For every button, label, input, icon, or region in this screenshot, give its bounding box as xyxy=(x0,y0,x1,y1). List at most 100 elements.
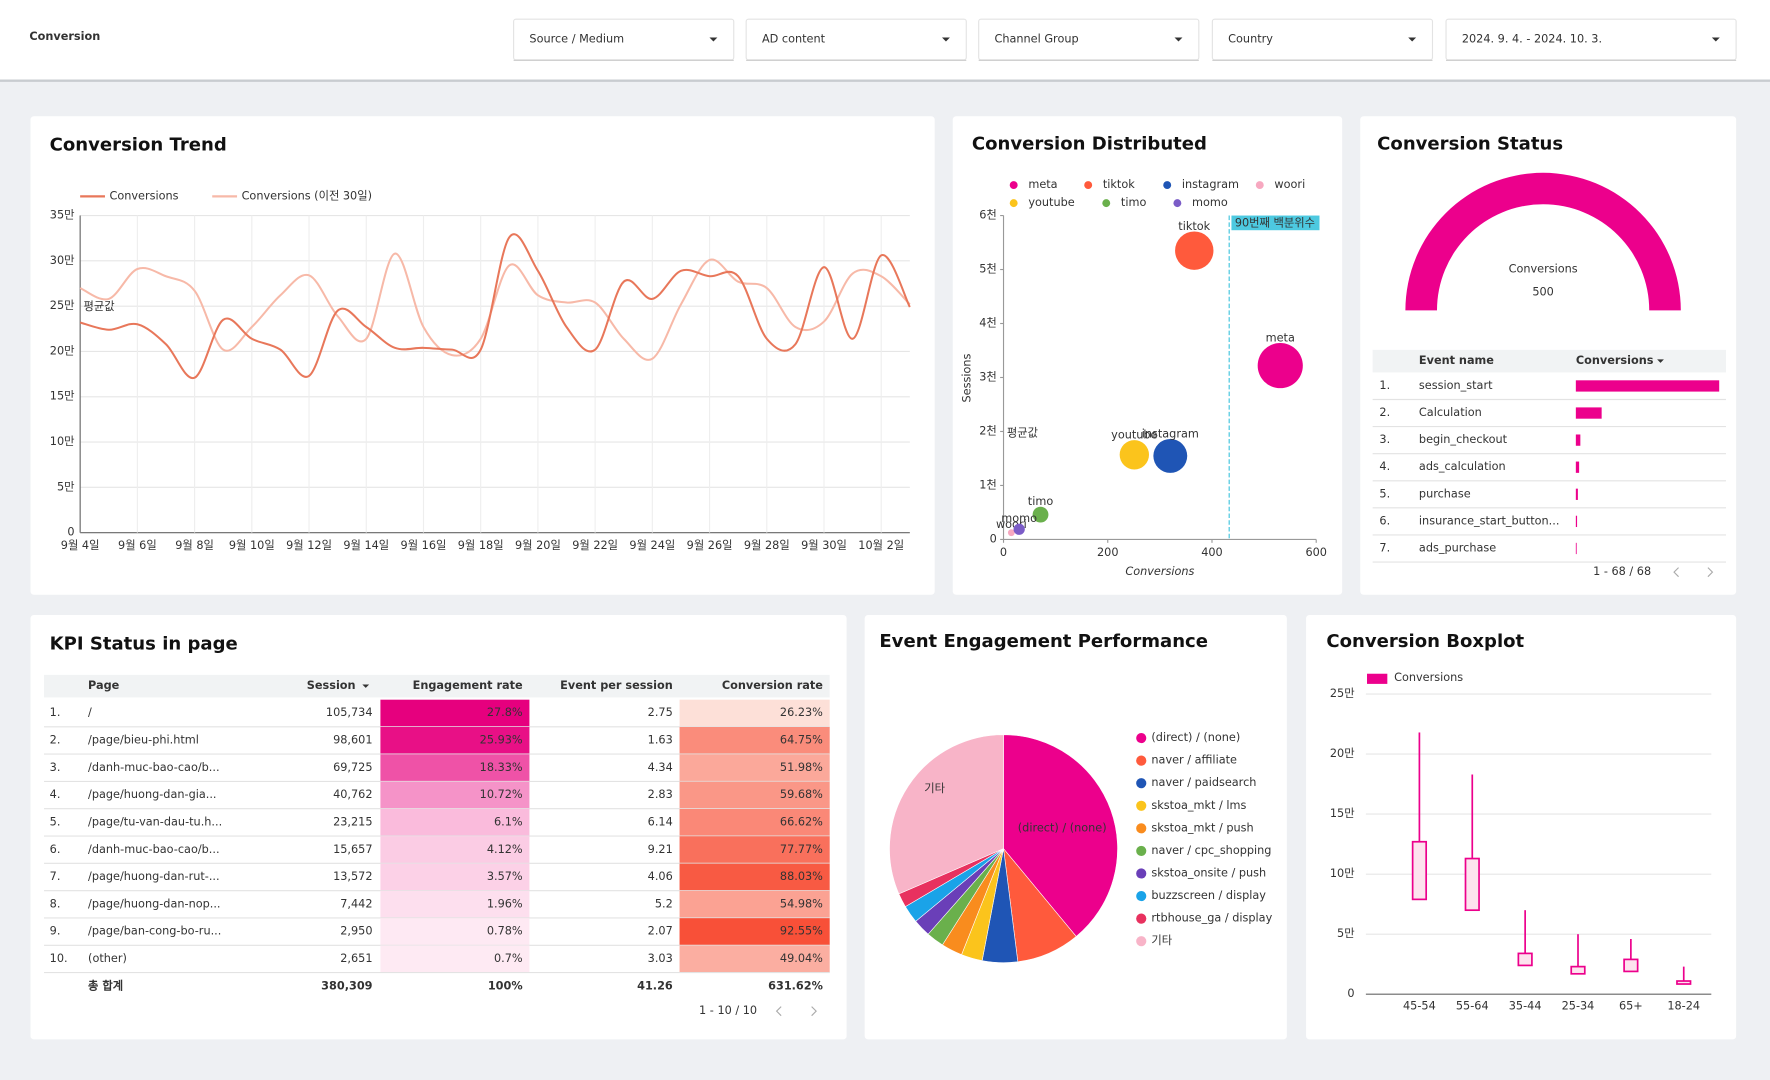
table-cell: /page/ban-cong-bo-ru... xyxy=(88,925,221,938)
table-cell: 2. xyxy=(50,734,61,747)
row-name: session_start xyxy=(1419,379,1493,392)
slice-label: (direct) / (none) xyxy=(1018,821,1107,834)
legend-label: tiktok xyxy=(1103,178,1135,191)
table-cell: 69,725 xyxy=(333,761,372,774)
table-cell: 3.57% xyxy=(487,870,523,883)
legend-label: skstoa_mkt / push xyxy=(1151,821,1253,834)
x-tick-label: 9월 10일 xyxy=(229,538,275,552)
table-cell: 10.72% xyxy=(480,788,523,801)
x-tick-label: 9월 18일 xyxy=(458,538,504,552)
dropdown-arrow xyxy=(1174,37,1183,42)
table-cell: 4.12% xyxy=(487,843,523,856)
x-tick-label: 9월 12일 xyxy=(286,538,332,552)
legend-label: skstoa_onsite / push xyxy=(1151,866,1266,879)
next-page[interactable] xyxy=(1707,567,1714,578)
bar xyxy=(1575,407,1602,419)
gauge-label: Conversions xyxy=(1509,263,1578,276)
legend-dot xyxy=(1136,755,1147,766)
y-tick-label: 4천 xyxy=(979,316,997,330)
pagination: 1 - 10 / 10 xyxy=(699,1004,757,1017)
legend-label: naver / cpc_shopping xyxy=(1151,844,1271,857)
y-tick-label: 10만 xyxy=(1330,867,1355,880)
legend-label: rtbhouse_ga / display xyxy=(1151,912,1272,925)
heat-cell xyxy=(380,863,530,891)
heat-cell xyxy=(679,726,830,755)
total-cell: 380,309 xyxy=(321,979,372,992)
y-tick-label: 6천 xyxy=(979,208,997,222)
table-cell: 7. xyxy=(50,870,61,883)
row-rank: 5. xyxy=(1379,487,1390,500)
table-cell: 92.55% xyxy=(780,925,823,938)
heat-cell xyxy=(380,808,530,837)
prev-page[interactable] xyxy=(775,1006,782,1017)
total-cell: 100% xyxy=(488,979,523,992)
heat-cell xyxy=(380,726,530,755)
legend-dot xyxy=(1009,181,1018,190)
total-cell: 41.26 xyxy=(637,979,673,992)
y-tick-label: 35만 xyxy=(50,209,75,222)
dropdown-arrow xyxy=(362,684,370,688)
table-cell: 7,442 xyxy=(340,897,372,910)
legend-label: (direct) / (none) xyxy=(1151,731,1240,744)
heat-cell xyxy=(380,781,530,809)
point-label: timo xyxy=(1028,495,1054,508)
column-header: Session xyxy=(307,679,356,692)
dropdown-arrow xyxy=(1711,37,1720,42)
chart-title: Conversion Distributed xyxy=(972,133,1207,154)
pie-slice xyxy=(889,734,1004,895)
column-header: Event per session xyxy=(560,679,673,692)
y-tick-label: 20만 xyxy=(1330,747,1355,760)
bubble xyxy=(1175,231,1214,270)
table-cell: /danh-muc-bao-cao/b... xyxy=(88,843,220,856)
legend-dot xyxy=(1255,181,1264,190)
row-rank: 7. xyxy=(1379,541,1390,554)
table-cell: 0.7% xyxy=(494,952,523,965)
legend-swatch xyxy=(1367,673,1388,684)
x-tick-label: 0 xyxy=(1000,546,1007,559)
y-axis-label: Sessions xyxy=(960,354,973,403)
point-label: youtube xyxy=(1111,429,1157,442)
table-cell: 2,651 xyxy=(340,952,372,965)
row-rank: 6. xyxy=(1379,514,1390,527)
legend-label: naver / paidsearch xyxy=(1151,776,1256,789)
table-cell: /page/tu-van-dau-tu.h... xyxy=(88,815,222,828)
column-header: Engagement rate xyxy=(413,679,523,692)
table-cell: 10. xyxy=(50,952,68,965)
heat-cell xyxy=(380,699,530,727)
bubble xyxy=(1257,343,1303,389)
row-rank: 4. xyxy=(1379,460,1390,473)
legend-dot xyxy=(1136,845,1147,856)
y-tick-label: 5만 xyxy=(57,480,75,493)
bubble xyxy=(1007,529,1015,537)
dropdown-arrow xyxy=(942,37,950,42)
x-tick-label: 45-54 xyxy=(1403,1000,1436,1013)
prev-page[interactable] xyxy=(1673,567,1679,578)
gauge-arc xyxy=(1405,172,1681,311)
table-cell: 3. xyxy=(50,761,61,774)
legend-dot xyxy=(1136,823,1147,834)
x-tick-label: 9월 30일 xyxy=(801,538,847,552)
x-tick-label: 10월 2일 xyxy=(858,538,904,552)
bubble xyxy=(1013,523,1025,535)
bar xyxy=(1575,461,1580,473)
table-cell: 9. xyxy=(50,925,61,938)
legend-dot xyxy=(1136,778,1147,789)
y-tick-label: 15만 xyxy=(1330,807,1355,820)
y-tick-label: 1천 xyxy=(979,477,997,491)
table-cell: 6. xyxy=(50,843,61,856)
legend-dot xyxy=(1136,890,1147,902)
x-tick-label: 18-24 xyxy=(1667,1000,1700,1013)
column-header: Page xyxy=(88,679,120,692)
box xyxy=(1517,952,1533,967)
chart-title: Event Engagement Performance xyxy=(879,631,1208,652)
table-cell: 4. xyxy=(50,788,61,801)
heat-cell xyxy=(679,918,830,946)
table-cell: 3.03 xyxy=(648,952,673,965)
y-tick-label: 0 xyxy=(67,526,74,539)
heat-cell xyxy=(380,945,530,973)
legend-dot xyxy=(1163,181,1172,190)
x-tick-label: 9월 6일 xyxy=(118,538,157,552)
table-cell: /page/huong-dan-nop... xyxy=(88,897,220,910)
bubble xyxy=(1032,506,1049,523)
next-page[interactable] xyxy=(811,1006,817,1017)
